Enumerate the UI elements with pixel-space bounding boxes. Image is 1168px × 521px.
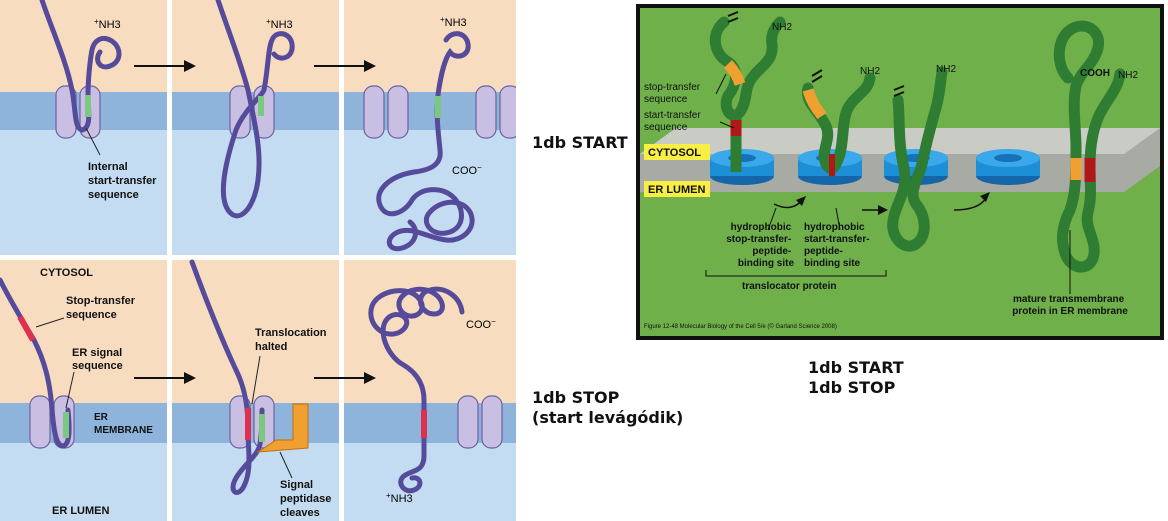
er-lumen-label: ER LUMEN xyxy=(52,505,110,517)
er-signal-segment xyxy=(259,414,265,442)
cytosol-label: CYTOSOL xyxy=(648,147,701,159)
mature-protein-label: mature transmembrane protein in ER membr… xyxy=(1012,294,1128,317)
start-transfer-segment xyxy=(85,95,91,117)
nh2-label: NH2 xyxy=(936,64,956,75)
stop-transfer-segment xyxy=(245,408,251,440)
left-topology-figure: +NH3 Internal start-transfer sequence +N… xyxy=(0,0,516,521)
nh3-label: +NH3 xyxy=(440,15,467,29)
nh3-label: +NH3 xyxy=(266,17,293,31)
translocon xyxy=(476,86,516,138)
note-right-line1: 1db START xyxy=(808,358,904,378)
er-signal-label: ER signal sequence xyxy=(72,347,125,372)
er-lumen-label: ER LUMEN xyxy=(648,184,706,196)
note-start-only: 1db START xyxy=(532,133,628,153)
nh2-label: NH2 xyxy=(772,22,792,33)
note-right-figure: 1db START 1db STOP xyxy=(808,358,904,398)
note-stop-line2: (start levágódik) xyxy=(532,408,683,428)
nh3-label: +NH3 xyxy=(94,17,121,31)
cooh-label: COOH xyxy=(1080,68,1110,79)
nh2-label: NH2 xyxy=(1118,70,1138,81)
figure-caption: Figure 12-48 Molecular Biology of the Ce… xyxy=(644,323,837,330)
start-transfer-segment xyxy=(435,96,441,118)
translocon xyxy=(710,149,774,185)
nh2-label: NH2 xyxy=(860,66,880,77)
note-stop-line1: 1db STOP xyxy=(532,388,683,408)
cytosol-label: CYTOSOL xyxy=(40,267,93,279)
translocon xyxy=(976,149,1040,185)
nh3-label: +NH3 xyxy=(386,491,413,505)
translocator-label: translocator protein xyxy=(742,281,836,292)
note-right-line2: 1db STOP xyxy=(808,378,904,398)
start-transfer-segment xyxy=(258,96,264,116)
right-topology-figure: CYTOSOL ER LUMEN NH2 NH2 NH2 COOH NH2 xyxy=(636,4,1164,340)
er-signal-segment xyxy=(63,412,69,438)
note-stop: 1db STOP (start levágódik) xyxy=(532,388,683,428)
stop-transfer-segment xyxy=(421,410,427,438)
